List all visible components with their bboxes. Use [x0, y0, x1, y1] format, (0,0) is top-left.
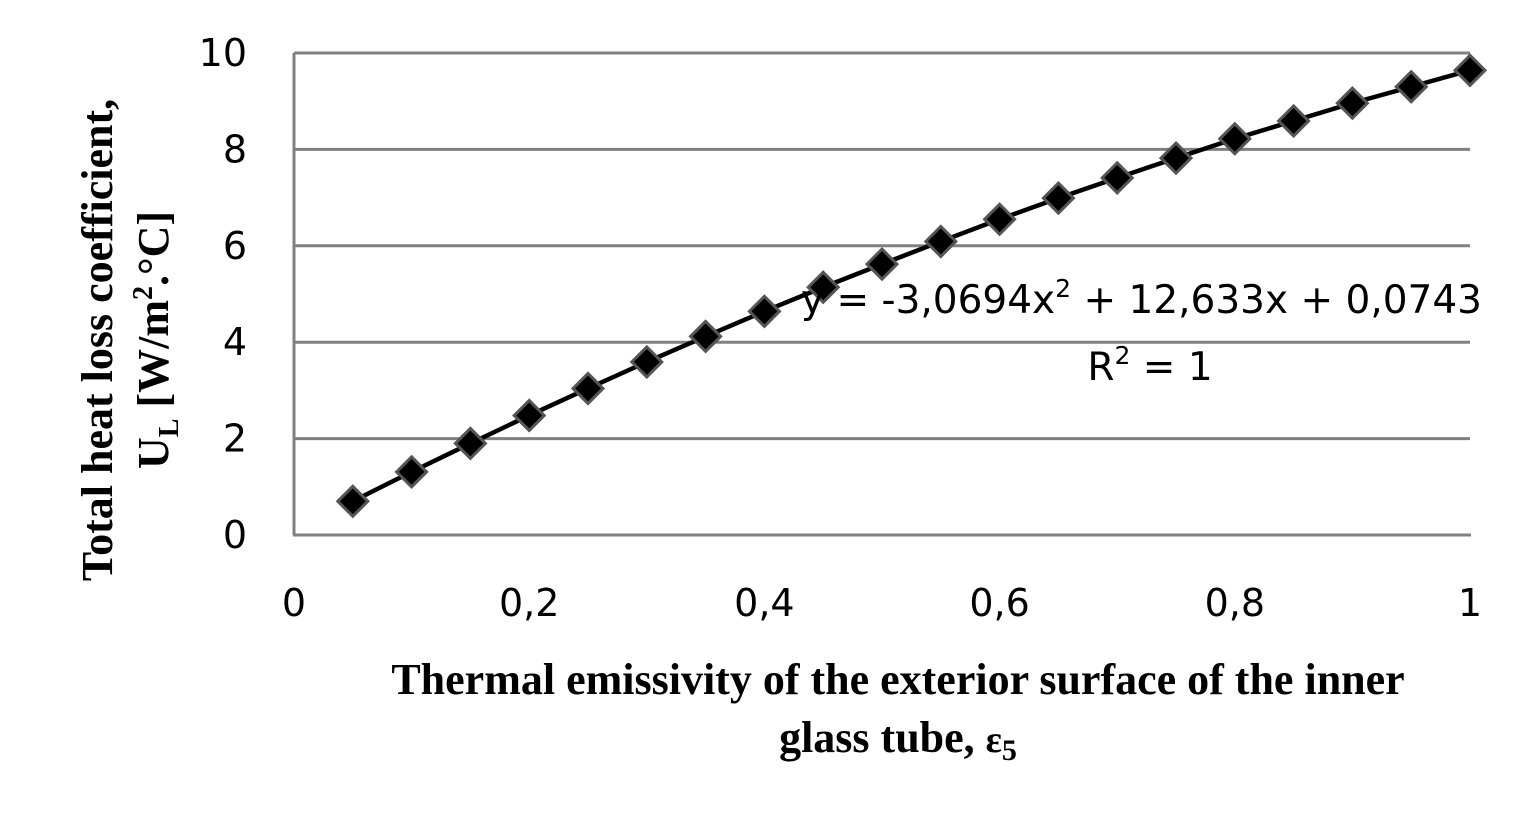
x-tick-label: 0,4	[734, 581, 794, 625]
diamond-marker	[1100, 160, 1135, 195]
diamond-marker	[394, 454, 429, 489]
y-axis-title: Total heat loss coefficient, UL [W/m2.°C…	[73, 99, 185, 581]
x-tick-label: 0	[282, 581, 306, 625]
y-tick-label: 10	[199, 31, 247, 75]
y-tick-label: 0	[223, 513, 247, 557]
x-tick-label: 0,2	[499, 581, 559, 625]
y-tick-label: 6	[223, 224, 247, 268]
data-markers	[335, 53, 1488, 519]
diamond-marker	[1158, 140, 1194, 176]
x-tick-labels: 0 0,2 0,4 0,6 0,8 1	[282, 581, 1482, 625]
y-tick-labels: 0 2 4 6 8 10	[199, 31, 247, 557]
x-tick-label: 0,8	[1205, 581, 1265, 625]
diamond-marker	[1041, 180, 1076, 216]
x-axis-title-line2: glass tube, ε5	[779, 713, 1017, 767]
y-axis-title-line1: Total heat loss coefficient,	[73, 99, 122, 581]
x-tick-label: 0,6	[969, 581, 1029, 625]
diamond-marker	[1394, 69, 1429, 104]
diamond-marker	[335, 484, 370, 519]
diamond-marker	[688, 319, 723, 354]
r-squared-label: R2 = 1	[1087, 341, 1212, 390]
diamond-marker	[747, 294, 782, 329]
y-tick-label: 4	[223, 320, 247, 364]
trendline-equation: y = -3,0694x2 + 12,633x + 0,0743	[801, 274, 1482, 323]
y-tick-label: 8	[223, 127, 247, 171]
diamond-marker	[512, 398, 547, 433]
diamond-marker	[570, 371, 606, 406]
diamond-marker	[629, 344, 664, 380]
y-tick-label: 2	[223, 417, 247, 461]
x-tick-label: 1	[1458, 581, 1482, 625]
diamond-marker	[453, 426, 488, 461]
diamond-marker	[923, 224, 958, 259]
diamond-marker	[864, 246, 900, 282]
diamond-marker	[1335, 86, 1370, 121]
diamond-marker	[1276, 103, 1311, 139]
gridlines	[294, 51, 1470, 441]
diamond-marker	[1217, 121, 1252, 156]
x-axis-title-line1: Thermal emissivity of the exterior surfa…	[391, 655, 1404, 704]
diamond-marker	[1452, 53, 1488, 88]
y-axis-title-line2: UL [W/m2.°C]	[128, 211, 185, 469]
diamond-marker	[982, 202, 1017, 237]
diamond-marker	[806, 270, 841, 305]
